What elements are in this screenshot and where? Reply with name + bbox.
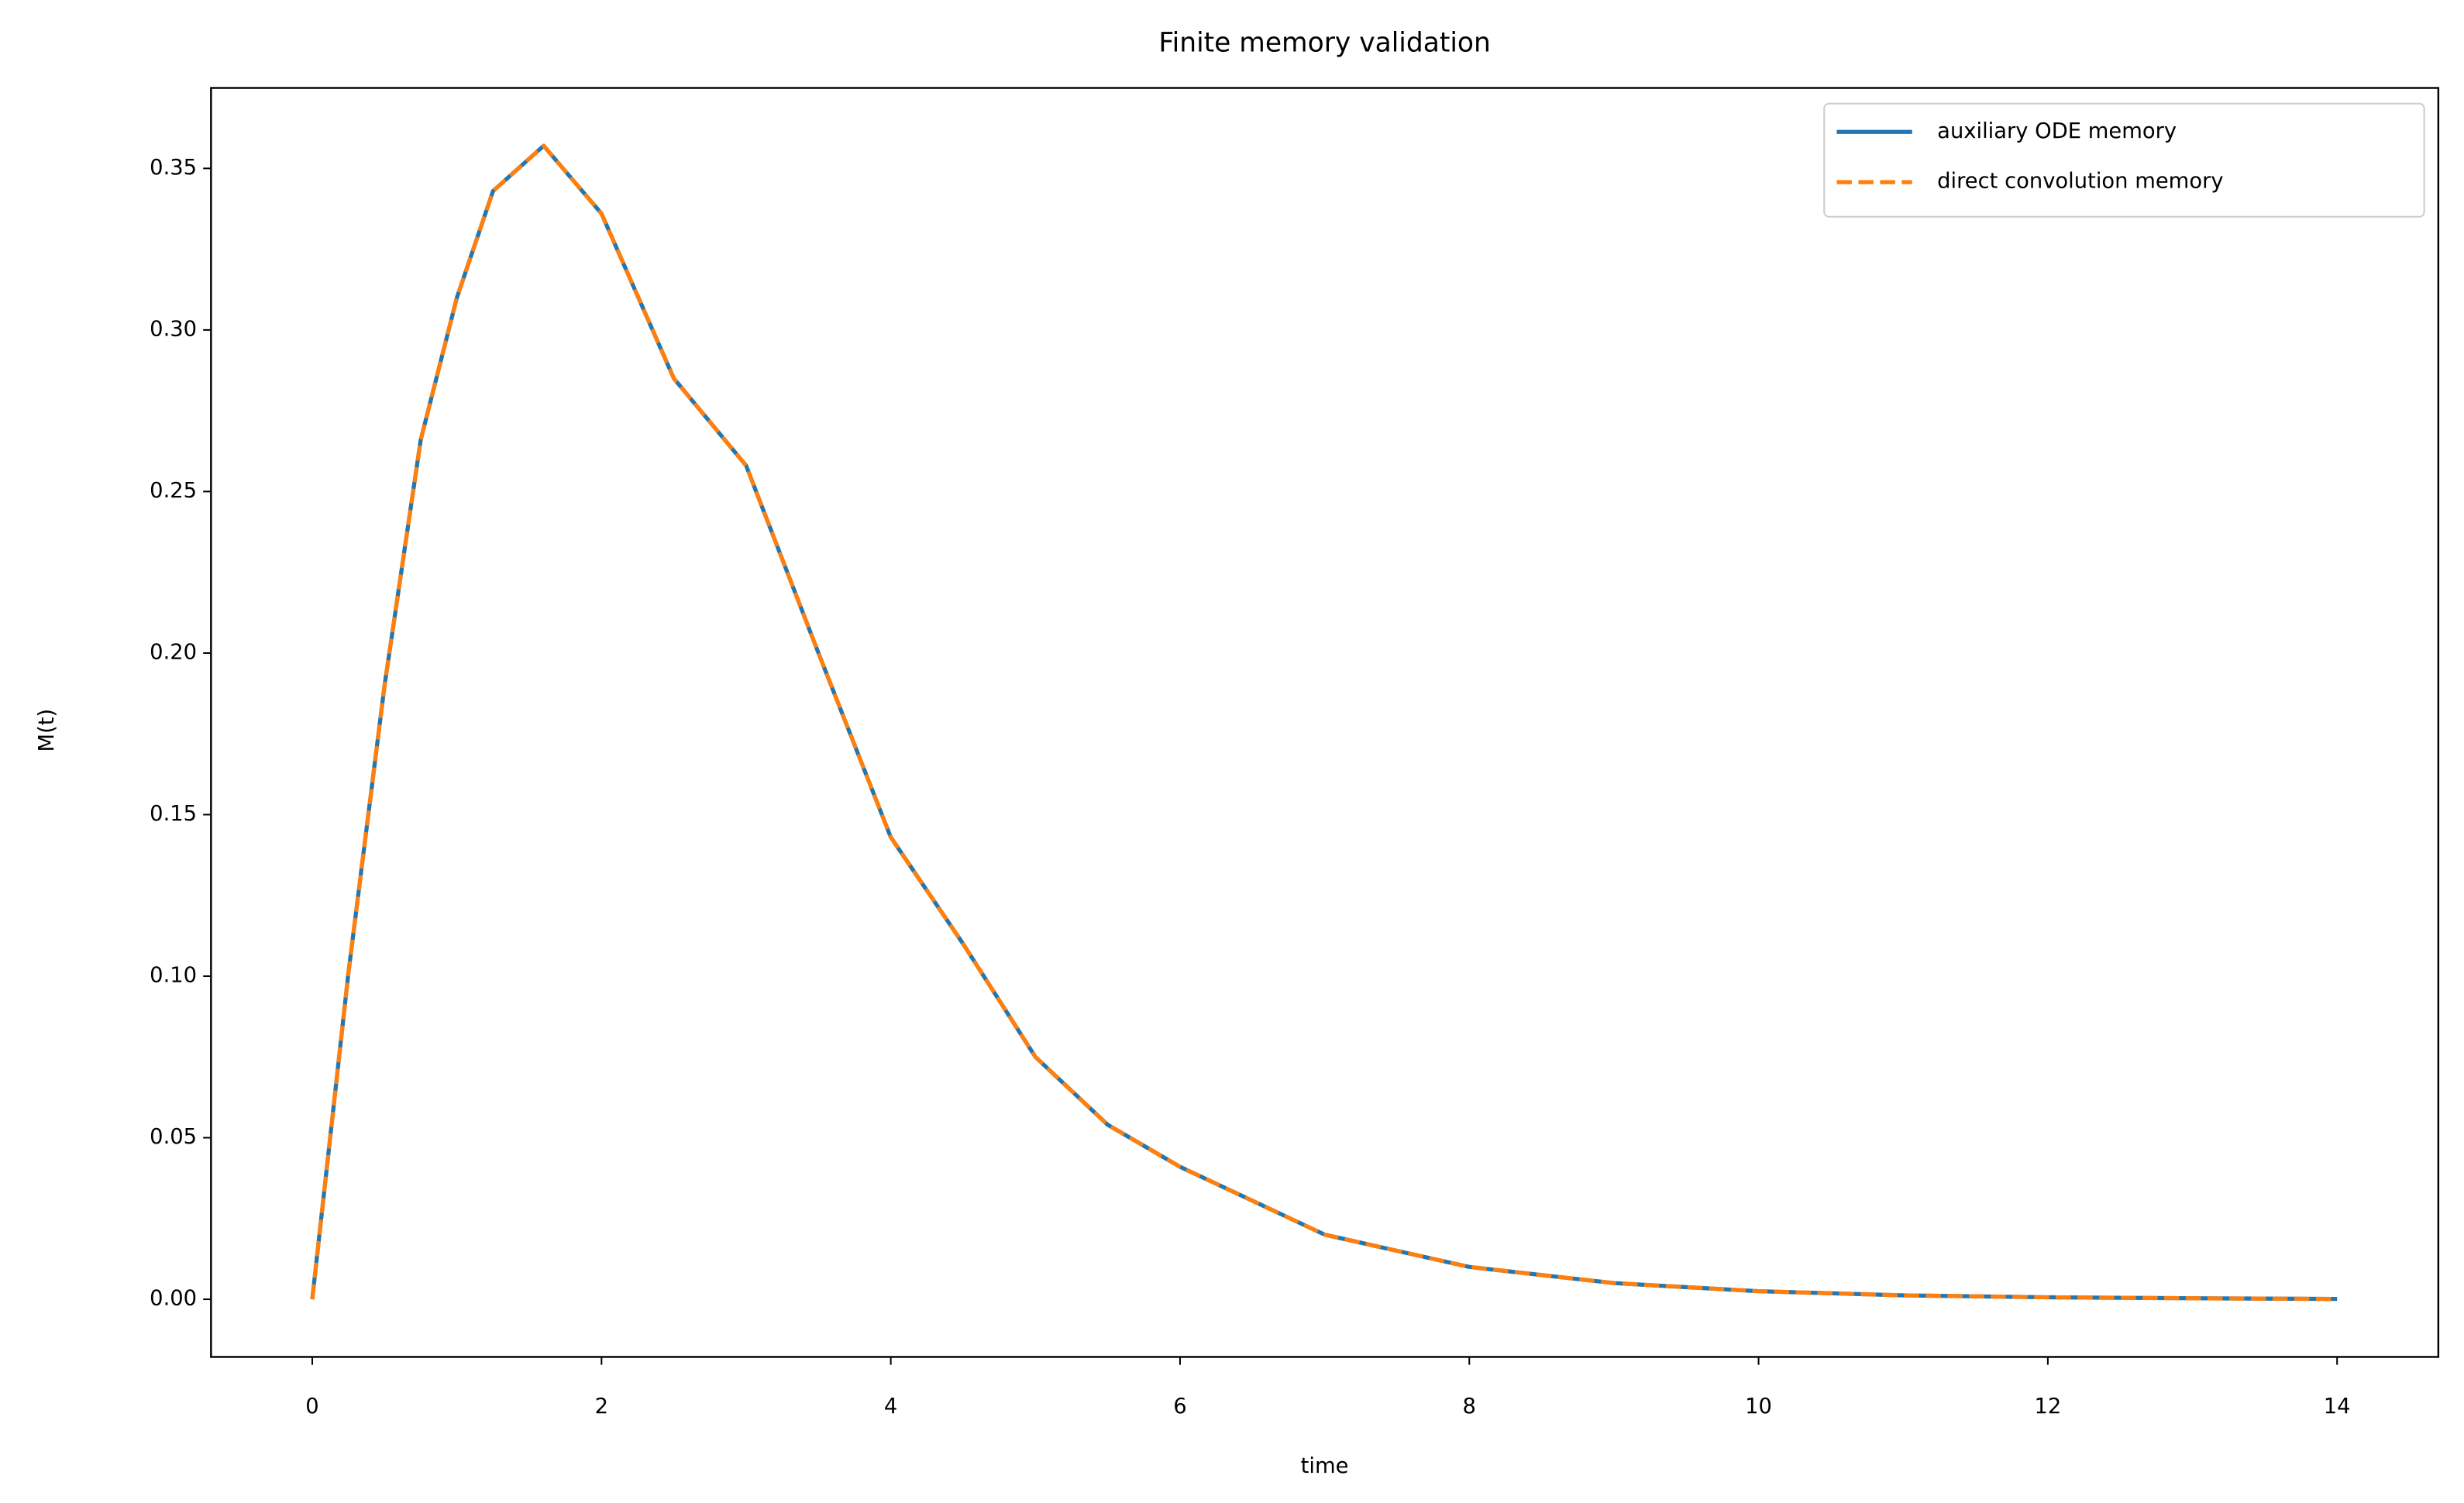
- x-tick-label: 8: [1463, 1395, 1476, 1419]
- y-tick-label: 0.05: [150, 1125, 197, 1149]
- series-line: [310, 143, 2338, 1302]
- y-tick-label: 0.10: [150, 963, 197, 987]
- x-tick-label: 0: [305, 1395, 318, 1419]
- y-tick-label: 0.15: [150, 802, 197, 826]
- x-axis-label: time: [1301, 1454, 1349, 1478]
- series-line: [310, 143, 2338, 1302]
- x-tick-label: 6: [1173, 1395, 1186, 1419]
- chart-title: Finite memory validation: [1158, 27, 1490, 58]
- y-axis-label: M(t): [35, 709, 59, 752]
- x-tick-label: 4: [884, 1395, 897, 1419]
- x-tick-label: 14: [2324, 1395, 2351, 1419]
- y-tick-label: 0.35: [150, 156, 197, 180]
- legend-box: [1823, 102, 2425, 218]
- x-tick-label: 2: [595, 1395, 608, 1419]
- y-tick-label: 0.00: [150, 1287, 197, 1311]
- y-tick-label: 0.25: [150, 479, 197, 503]
- y-tick-label: 0.30: [150, 317, 197, 341]
- x-tick-label: 12: [2034, 1395, 2061, 1419]
- legend-label: auxiliary ODE memory: [1937, 119, 2177, 143]
- x-tick-label: 10: [1745, 1395, 1772, 1419]
- legend-label: direct convolution memory: [1937, 170, 2223, 194]
- plot-frame: [210, 87, 2440, 1358]
- y-tick-label: 0.20: [150, 640, 197, 664]
